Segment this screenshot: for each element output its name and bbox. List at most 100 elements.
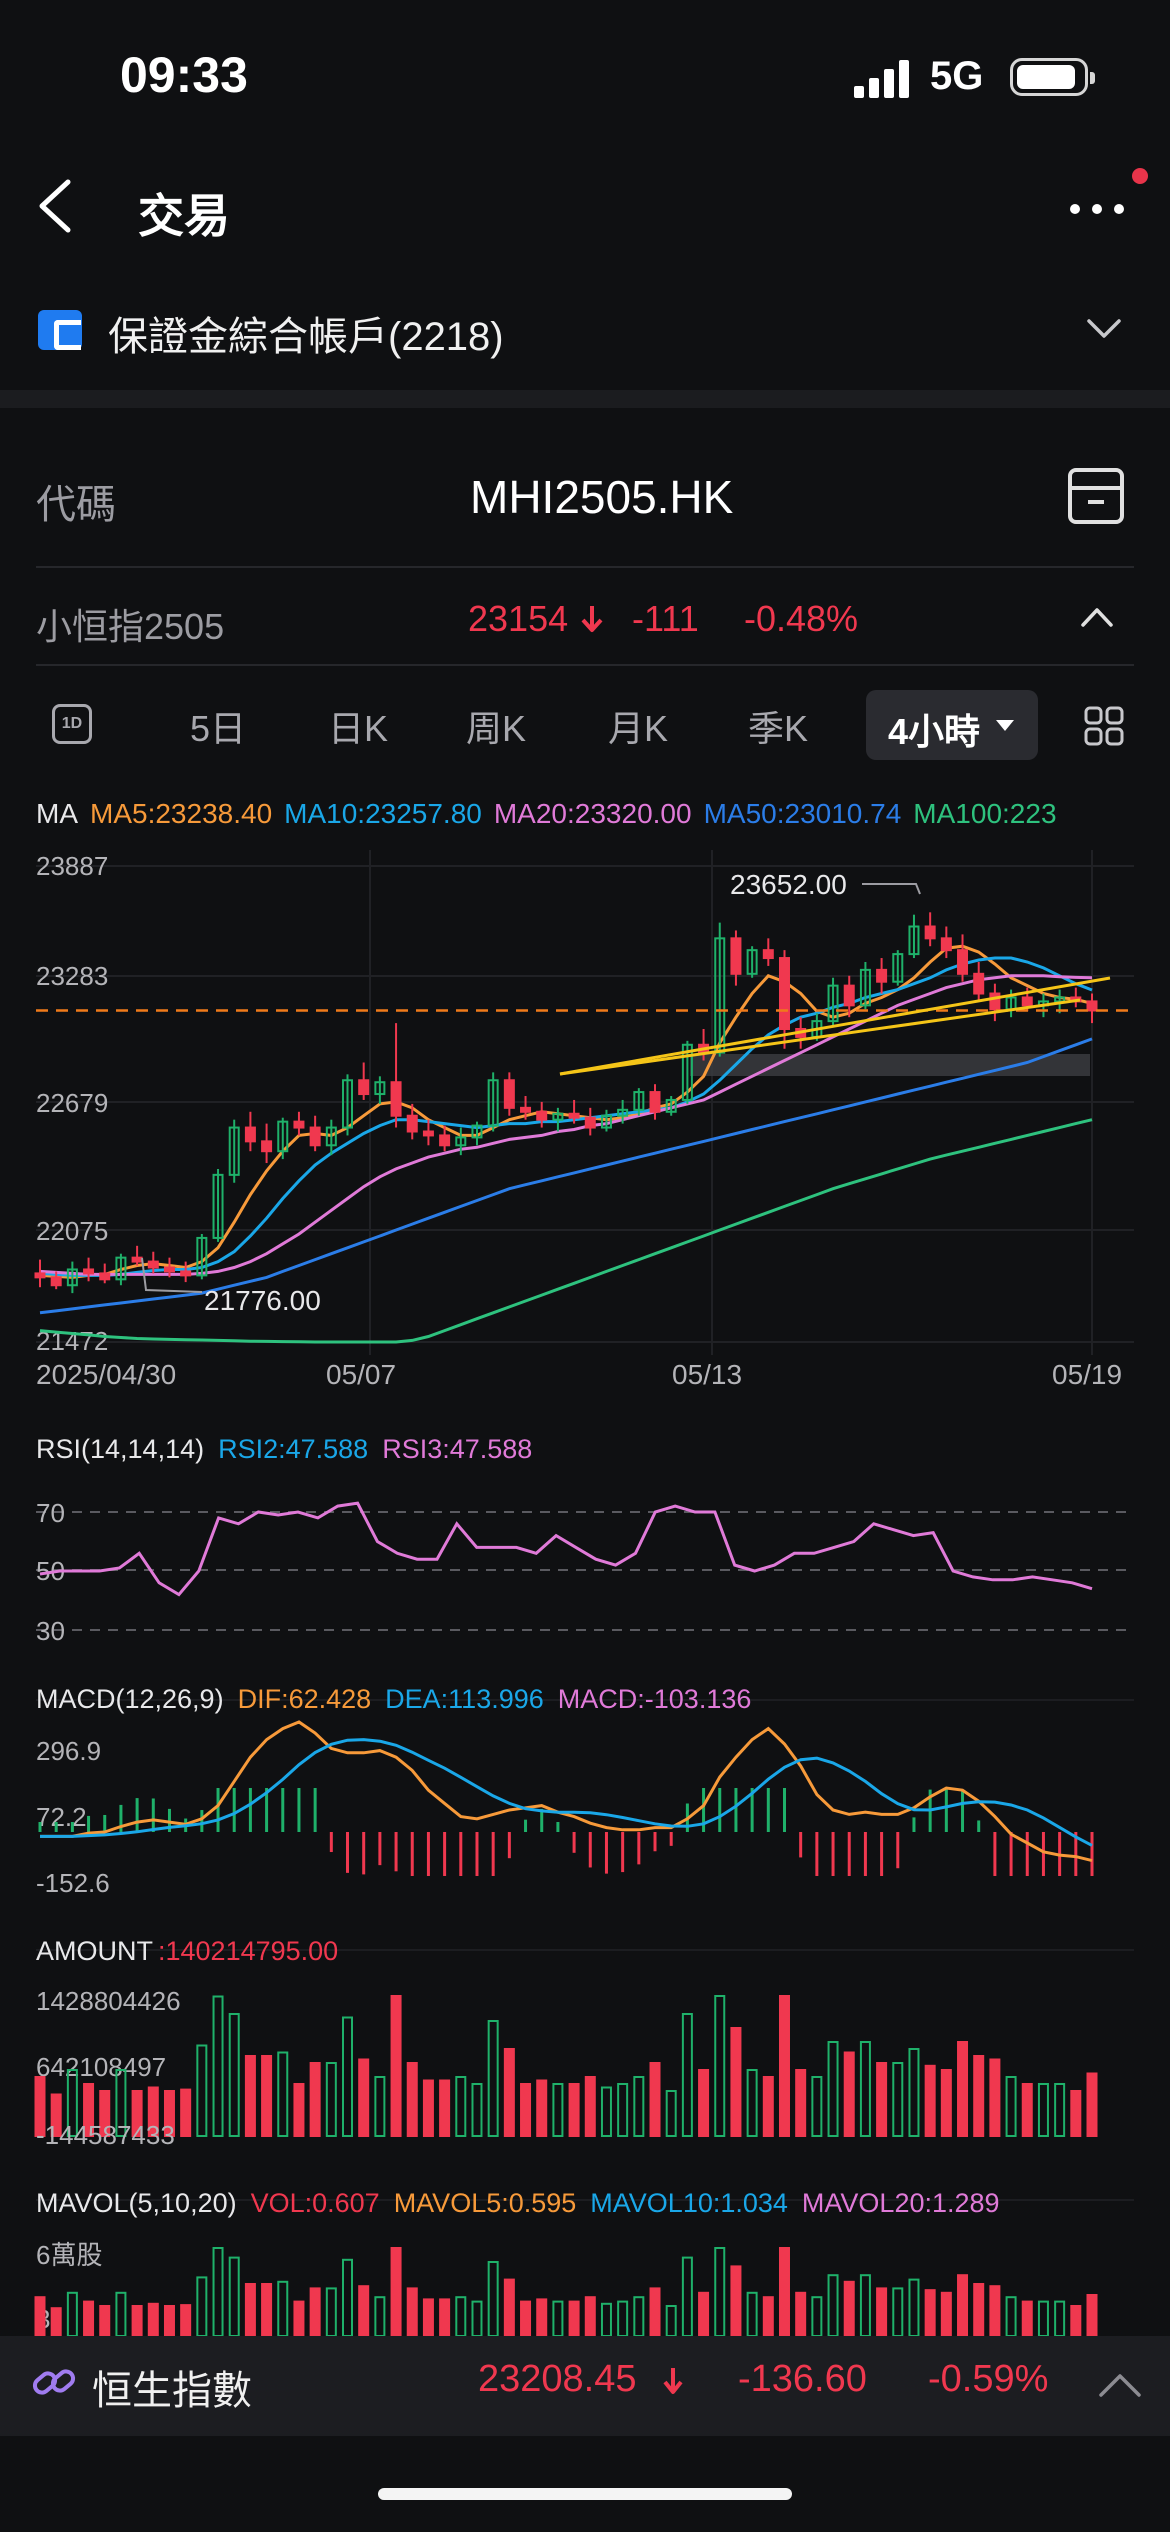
tab-daily[interactable]: 日K bbox=[328, 708, 389, 749]
chart-grid bbox=[36, 850, 1134, 2201]
amount-bar bbox=[892, 2062, 904, 2137]
amount-bar bbox=[633, 2076, 645, 2137]
amount-tick: 1428804426 bbox=[36, 1986, 181, 2016]
amount-bar bbox=[471, 2083, 483, 2137]
volume-bar bbox=[681, 2256, 693, 2336]
candle-body bbox=[244, 1126, 256, 1143]
ma-line-ma20 bbox=[39, 974, 1093, 1276]
amount-bar bbox=[277, 2051, 289, 2137]
amount-bar bbox=[115, 2069, 127, 2137]
amount-bar bbox=[83, 2083, 95, 2137]
volume-bar bbox=[261, 2283, 273, 2336]
volume-bar bbox=[342, 2258, 354, 2336]
ma-legend: MA MA5:23238.40 MA10:23257.80 MA20:23320.00… bbox=[36, 798, 1170, 830]
amount-bar bbox=[1054, 2083, 1066, 2137]
ma-legend-label: MA bbox=[36, 798, 78, 829]
tab-quarterly[interactable]: 季K bbox=[748, 708, 809, 749]
index-price: 23208.45 bbox=[478, 2358, 637, 2400]
volume-bar bbox=[1054, 2300, 1066, 2336]
amount-bar bbox=[859, 2041, 871, 2137]
amount-bar bbox=[1070, 2090, 1082, 2137]
status-time: 09:33 bbox=[120, 47, 248, 103]
index-change-pct: -0.59% bbox=[928, 2358, 1049, 2400]
amount-bar bbox=[649, 2062, 661, 2137]
candle-body bbox=[617, 1108, 629, 1117]
amount-bar bbox=[552, 2083, 564, 2137]
ma10-value: MA10:23257.80 bbox=[284, 798, 482, 829]
amount-bar bbox=[600, 2086, 612, 2137]
candle-body bbox=[99, 1272, 111, 1281]
candle-body bbox=[908, 925, 920, 956]
amount-bar bbox=[795, 2069, 807, 2137]
archive-box-icon[interactable] bbox=[1068, 468, 1124, 524]
index-change: -136.60 bbox=[738, 2358, 867, 2400]
volume-bar bbox=[617, 2300, 629, 2336]
volume-bar bbox=[147, 2302, 159, 2336]
back-arrow-icon[interactable] bbox=[34, 176, 78, 236]
amount-tick: 642108497 bbox=[36, 2052, 166, 2082]
rsi-line bbox=[39, 1501, 1093, 1597]
volume-bar bbox=[83, 2300, 95, 2336]
date-tick: 05/13 bbox=[672, 1359, 742, 1390]
volume-bar bbox=[908, 2278, 920, 2336]
candle-body bbox=[989, 992, 1001, 1011]
volume-bar bbox=[520, 2300, 532, 2336]
volume-bar bbox=[406, 2287, 418, 2336]
tab-monthly[interactable]: 月K bbox=[608, 708, 669, 749]
ma-line-ma100 bbox=[39, 1118, 1093, 1344]
macd-dif-line bbox=[40, 1720, 1093, 1863]
home-indicator bbox=[378, 2488, 792, 2500]
amount-bar bbox=[665, 2090, 677, 2137]
more-options-icon[interactable] bbox=[1068, 188, 1126, 228]
rsi-title: RSI(14,14,14) bbox=[36, 1434, 204, 1464]
mavol20-value: MAVOL20:1.289 bbox=[802, 2188, 1000, 2218]
quote-change: -111 bbox=[632, 598, 699, 639]
amount-bar bbox=[876, 2062, 888, 2137]
volume-bar bbox=[439, 2298, 451, 2336]
amount-bar bbox=[99, 2090, 111, 2137]
candle-body bbox=[843, 984, 855, 1007]
tab-1d-icon[interactable]: 1D bbox=[52, 704, 92, 744]
amount-bar bbox=[487, 2020, 499, 2137]
amount-bar bbox=[455, 2076, 467, 2137]
amount-bar bbox=[244, 2055, 256, 2137]
rsi-legend: RSI(14,14,14) RSI2:47.588 RSI3:47.588 bbox=[36, 1434, 532, 1464]
date-tick: 05/07 bbox=[326, 1359, 396, 1390]
chevron-up-icon[interactable] bbox=[1080, 606, 1114, 628]
chevron-up-icon[interactable] bbox=[1098, 2372, 1142, 2398]
candle-body bbox=[568, 1112, 580, 1119]
chevron-down-icon[interactable] bbox=[1086, 318, 1122, 340]
amount-bar bbox=[698, 2069, 710, 2137]
candle-body bbox=[309, 1126, 321, 1147]
amount-bar bbox=[827, 2041, 839, 2137]
index-ticker-bar[interactable] bbox=[0, 2336, 1170, 2436]
code-value[interactable]: MHI2505.HK bbox=[470, 471, 734, 523]
volume-bar bbox=[180, 2304, 192, 2336]
candle-body bbox=[536, 1110, 548, 1121]
amount-bar bbox=[147, 2086, 159, 2137]
tab-weekly[interactable]: 周K bbox=[466, 708, 527, 749]
amount-bar bbox=[908, 2048, 920, 2137]
candle-body bbox=[957, 949, 969, 975]
kline-chart-area[interactable]: 23887 23283 22679 22075 21472 2025/04/30… bbox=[0, 830, 1170, 2336]
down-arrow-icon bbox=[581, 606, 603, 632]
volume-bar bbox=[390, 2247, 402, 2336]
amount-bar bbox=[180, 2088, 192, 2138]
amount-bar bbox=[228, 2013, 240, 2137]
volume-bar bbox=[568, 2300, 580, 2336]
amount-value: :140214795.00 bbox=[158, 1936, 338, 1966]
account-icon bbox=[38, 310, 82, 350]
amount-bar bbox=[34, 2076, 46, 2137]
candle-body bbox=[66, 1268, 78, 1287]
date-tick: 2025/04/30 bbox=[36, 1359, 176, 1390]
high-annotation: 23652.00 bbox=[730, 869, 847, 900]
mavol-tick: 6萬股 bbox=[36, 2240, 102, 2270]
quote-name: 小恒指2505 bbox=[36, 606, 225, 647]
grid-layout-icon[interactable] bbox=[1084, 706, 1124, 746]
candle-body bbox=[600, 1114, 612, 1129]
amount-bar bbox=[762, 2076, 774, 2137]
tab-5day[interactable]: 5日 bbox=[190, 708, 247, 749]
volume-bar bbox=[698, 2291, 710, 2336]
candle-body bbox=[681, 1043, 693, 1101]
amount-bar bbox=[957, 2041, 969, 2137]
